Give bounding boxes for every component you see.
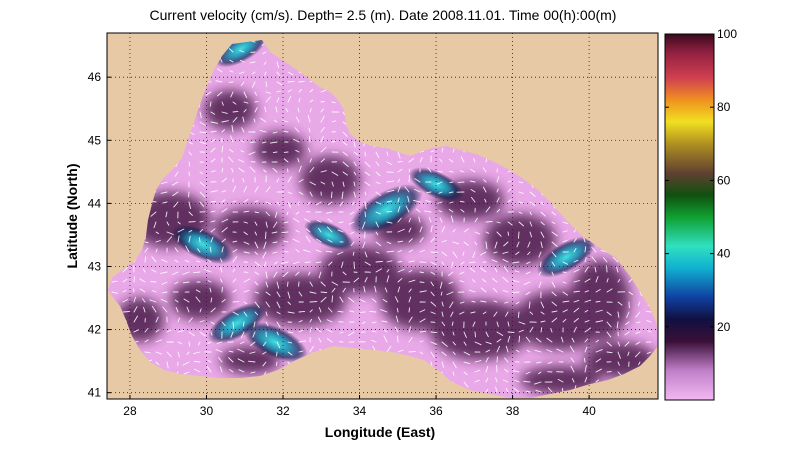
velocity-jet-mark [304, 219, 354, 251]
x-tick-label: 38 [506, 404, 520, 418]
colorbar-tick-label: 20 [717, 320, 731, 334]
x-tick-label: 28 [123, 404, 137, 418]
x-axis-ticks: 28 30 32 34 36 38 40 [123, 395, 596, 418]
y-tick-label: 43 [88, 259, 102, 273]
x-tick-label: 40 [582, 404, 596, 418]
y-tick-label: 45 [88, 133, 102, 147]
map-frame [106, 32, 659, 400]
y-tick-label: 46 [88, 70, 102, 84]
colorbar-tick-label: 40 [717, 247, 731, 261]
y-axis-label: Latitude (North) [64, 164, 80, 269]
colorbar [664, 33, 715, 401]
colorbar-tick-label: 60 [717, 173, 731, 187]
colorbar-tick-label: 80 [717, 100, 731, 114]
velocity-jet-mark [214, 40, 268, 68]
x-tick-label: 30 [200, 404, 214, 418]
x-tick-label: 36 [429, 404, 443, 418]
y-tick-label: 42 [88, 323, 102, 337]
velocity-jet-mark [349, 184, 423, 236]
y-axis-ticks: 41 42 43 44 45 46 [88, 70, 111, 400]
map-grid [107, 33, 658, 399]
colorbar-ticks: 20 40 60 80 100 [665, 27, 737, 334]
y-tick-label: 44 [88, 196, 102, 210]
velocity-jet-mark [171, 224, 235, 265]
x-axis-label: Longitude (East) [325, 424, 435, 440]
figure-title: Current velocity (cm/s). Depth= 2.5 (m).… [150, 7, 617, 23]
x-tick-label: 32 [276, 404, 290, 418]
velocity-jet-mark [536, 236, 596, 278]
velocity-jet-mark [242, 321, 308, 363]
x-tick-label: 34 [353, 404, 367, 418]
y-tick-label: 41 [88, 386, 102, 400]
colorbar-tick-label: 100 [717, 27, 737, 41]
